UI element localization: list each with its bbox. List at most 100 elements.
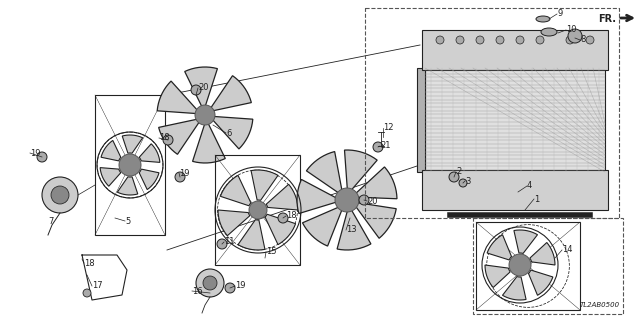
- Polygon shape: [159, 119, 200, 154]
- Polygon shape: [530, 243, 555, 265]
- Text: 5: 5: [125, 217, 131, 226]
- Polygon shape: [193, 123, 225, 163]
- Text: 20: 20: [198, 84, 209, 92]
- Circle shape: [536, 36, 544, 44]
- Circle shape: [373, 142, 383, 152]
- Text: 10: 10: [566, 26, 577, 35]
- Circle shape: [456, 36, 464, 44]
- Circle shape: [249, 201, 267, 219]
- Polygon shape: [307, 152, 342, 194]
- Polygon shape: [100, 168, 121, 186]
- Polygon shape: [337, 209, 371, 250]
- Polygon shape: [185, 67, 218, 108]
- Circle shape: [568, 29, 582, 43]
- Text: 1: 1: [534, 195, 540, 204]
- Ellipse shape: [536, 16, 550, 22]
- Text: 7: 7: [48, 217, 53, 226]
- Polygon shape: [502, 276, 526, 300]
- Text: 15: 15: [266, 247, 276, 257]
- Text: 6: 6: [226, 129, 232, 138]
- Polygon shape: [139, 169, 159, 189]
- Circle shape: [509, 254, 531, 276]
- Bar: [425, 68, 605, 172]
- Text: TL2AB0500: TL2AB0500: [580, 302, 620, 308]
- Ellipse shape: [541, 28, 557, 36]
- Text: 19: 19: [235, 282, 246, 291]
- Circle shape: [37, 152, 47, 162]
- Polygon shape: [266, 184, 298, 210]
- Bar: [476, 222, 580, 310]
- Polygon shape: [355, 203, 396, 238]
- Text: 2: 2: [456, 167, 461, 177]
- Circle shape: [586, 36, 594, 44]
- Text: 17: 17: [92, 282, 102, 291]
- Circle shape: [436, 36, 444, 44]
- Circle shape: [335, 188, 359, 212]
- Text: 14: 14: [562, 245, 573, 254]
- Circle shape: [496, 36, 504, 44]
- Text: 12: 12: [383, 124, 394, 132]
- Text: 16: 16: [192, 286, 203, 295]
- Circle shape: [196, 269, 224, 297]
- Polygon shape: [101, 140, 121, 161]
- Circle shape: [175, 172, 185, 182]
- Text: 19: 19: [179, 169, 189, 178]
- Text: 19: 19: [30, 148, 40, 157]
- Polygon shape: [344, 150, 377, 191]
- Polygon shape: [157, 81, 198, 114]
- Polygon shape: [417, 68, 425, 172]
- Polygon shape: [117, 177, 138, 195]
- Bar: [95, 95, 165, 235]
- Text: 20: 20: [367, 196, 378, 205]
- Polygon shape: [139, 144, 160, 162]
- Circle shape: [449, 172, 459, 182]
- Polygon shape: [297, 180, 337, 213]
- Polygon shape: [514, 230, 538, 253]
- Polygon shape: [303, 207, 342, 246]
- Polygon shape: [529, 270, 553, 295]
- Polygon shape: [355, 167, 397, 199]
- Circle shape: [217, 239, 227, 249]
- Text: 4: 4: [527, 181, 532, 190]
- Circle shape: [191, 85, 201, 95]
- Circle shape: [163, 135, 173, 145]
- Circle shape: [119, 154, 141, 176]
- Bar: [473, 218, 623, 314]
- Circle shape: [203, 276, 217, 290]
- Text: 9: 9: [557, 10, 563, 19]
- Circle shape: [51, 186, 69, 204]
- Polygon shape: [122, 135, 143, 153]
- Text: 18: 18: [286, 212, 296, 220]
- Circle shape: [83, 289, 91, 297]
- Bar: [365, 8, 619, 218]
- Circle shape: [278, 213, 288, 223]
- Text: 18: 18: [159, 133, 170, 142]
- Bar: [215, 155, 300, 265]
- Text: 8: 8: [580, 36, 586, 44]
- Text: 13: 13: [346, 226, 356, 235]
- Circle shape: [566, 36, 574, 44]
- Polygon shape: [251, 170, 278, 200]
- Polygon shape: [485, 265, 510, 287]
- Circle shape: [225, 283, 235, 293]
- Polygon shape: [220, 175, 251, 206]
- Circle shape: [459, 179, 467, 187]
- Text: 18: 18: [84, 259, 95, 268]
- Circle shape: [516, 36, 524, 44]
- Polygon shape: [218, 210, 250, 236]
- Bar: [422, 170, 608, 210]
- Circle shape: [42, 177, 78, 213]
- Circle shape: [359, 195, 369, 205]
- Text: 11: 11: [224, 237, 234, 246]
- Text: 3: 3: [465, 177, 470, 186]
- Polygon shape: [210, 76, 252, 111]
- Text: FR.: FR.: [598, 14, 616, 24]
- Circle shape: [195, 105, 215, 125]
- Polygon shape: [487, 235, 511, 260]
- Polygon shape: [265, 214, 296, 245]
- Circle shape: [476, 36, 484, 44]
- Text: 21: 21: [380, 141, 390, 150]
- Bar: [422, 30, 608, 70]
- Polygon shape: [212, 116, 253, 149]
- Polygon shape: [238, 220, 265, 250]
